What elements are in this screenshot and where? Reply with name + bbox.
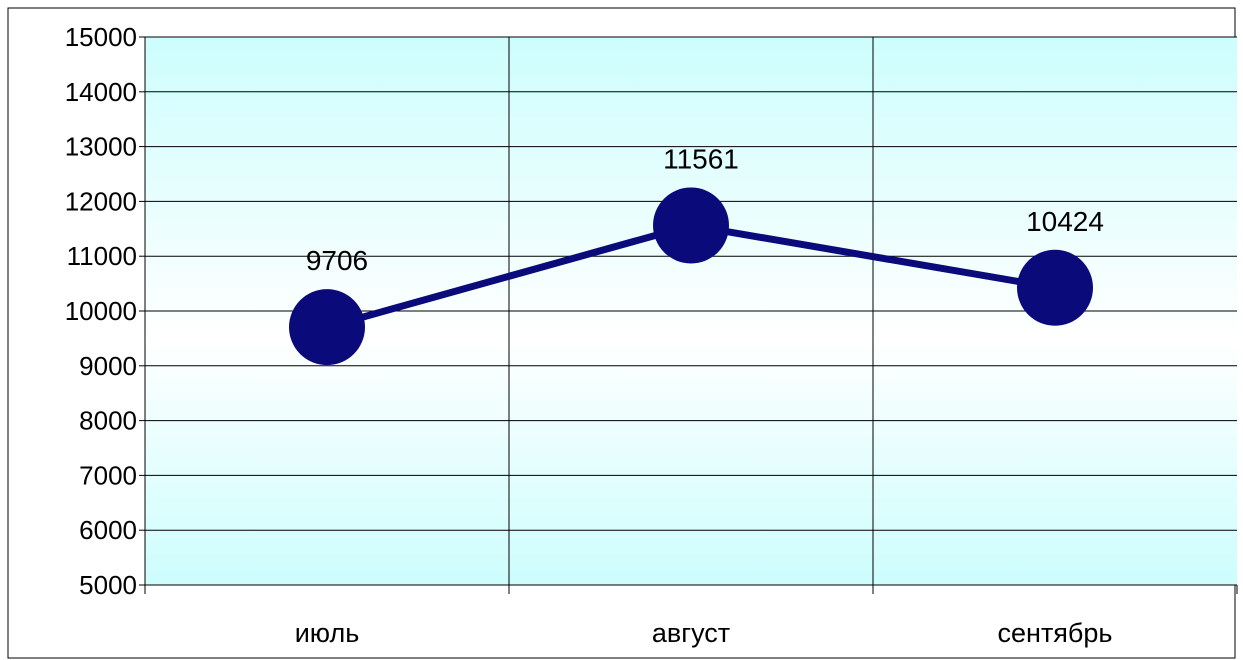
data-labels: 9706 11561 10424 [306, 143, 1104, 276]
y-tick-label: 9000 [79, 351, 137, 381]
data-point-marker [1017, 249, 1093, 326]
y-tick-label: 14000 [65, 77, 137, 107]
data-point-marker [653, 187, 729, 264]
y-tick-label: 13000 [65, 132, 137, 162]
y-tick-label: 5000 [79, 570, 137, 600]
data-point-marker [289, 289, 365, 366]
x-category-label: сентябрь [998, 618, 1113, 648]
y-tick-label: 11000 [67, 241, 137, 271]
y-tick-label: 8000 [79, 406, 137, 436]
y-axis-tick-labels: 5000 6000 7000 8000 9000 10000 11000 12000 13000… [65, 22, 137, 600]
axes [139, 36, 1238, 594]
series-markers [289, 187, 1093, 366]
x-axis-category-labels: июль август сентябрь [295, 618, 1113, 648]
x-category-label: июль [295, 618, 360, 648]
y-tick-label: 10000 [65, 296, 137, 326]
y-tick-label: 7000 [79, 460, 137, 490]
y-tick-label: 15000 [65, 22, 137, 52]
data-value-label: 9706 [306, 245, 368, 276]
y-tick-label: 6000 [79, 515, 137, 545]
data-value-label: 10424 [1026, 206, 1104, 237]
y-tick-label: 12000 [65, 186, 137, 216]
x-category-label: август [652, 618, 730, 648]
data-value-label: 11561 [663, 143, 739, 174]
